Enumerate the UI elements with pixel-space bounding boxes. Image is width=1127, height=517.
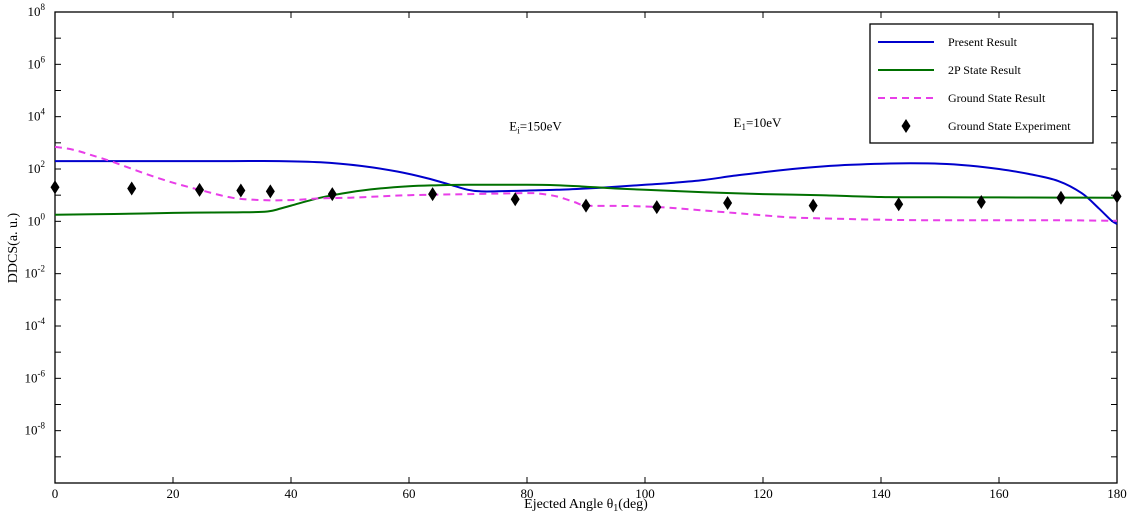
ground-state-experiment-point [127, 181, 137, 196]
ground-state-experiment-point [581, 198, 591, 213]
y-tick-label: 10-6 [25, 368, 46, 385]
ground-state-experiment-legend-label: Ground State Experiment [948, 119, 1071, 133]
x-tick-label: 20 [167, 486, 180, 501]
annotation-layer: Ei=150eV E1=10eV [509, 115, 782, 135]
y-tick-label: 106 [28, 54, 46, 71]
x-tick-label: 140 [871, 486, 891, 501]
x-tick-label: 80 [521, 486, 534, 501]
x-tick-label: 180 [1107, 486, 1127, 501]
ticks-layer: 0 20 40 60 80 100 120 140 160 180 10-8 10-6 10-4 10-2… [25, 2, 1127, 501]
energy-annotation: E1=10eV [734, 115, 783, 132]
ground-state-experiment-point [1056, 190, 1066, 205]
ground-state-experiment-point [195, 182, 205, 197]
present-result-line [55, 160, 1118, 225]
legend-items: Present Result 2P State Result Ground Stat… [878, 35, 1071, 133]
y-axis-label: DDCS(a. u.) [6, 212, 21, 283]
y-tick-label: 104 [28, 107, 46, 124]
y-tick-label: 108 [28, 2, 46, 19]
x-tick-label: 100 [635, 486, 655, 501]
y-tick-label: 10-4 [25, 316, 46, 333]
ground-state-experiment-point [652, 200, 662, 215]
x-axis-label: Ejected Angle θ1(deg) [524, 497, 648, 514]
x-tick-label: 60 [403, 486, 416, 501]
ground-state-experiment-point [50, 180, 60, 195]
ground-state-result-legend-label: Ground State Result [948, 91, 1046, 105]
energy-annotation: Ei=150eV [509, 118, 562, 135]
ground-state-experiment-point [976, 194, 986, 209]
ground-state-experiment-point [510, 192, 520, 207]
y-tick-label: 100 [28, 211, 46, 228]
series-layer [50, 145, 1122, 225]
y-tick-label: 10-8 [25, 421, 46, 438]
x-tick-label: 40 [285, 486, 298, 501]
ground-state-experiment-point [327, 187, 337, 202]
2p-state-result-legend-label: 2P State Result [948, 63, 1022, 77]
ground-state-experiment-legend-marker [901, 119, 911, 133]
2p-state-result-line [54, 183, 1118, 216]
ground-state-result-line [54, 145, 1118, 222]
x-tick-label: 120 [753, 486, 773, 501]
ground-state-experiment-point [808, 198, 818, 213]
present-result-legend-label: Present Result [948, 35, 1018, 49]
ground-state-experiment-point [236, 183, 246, 198]
axis-labels: Ejected Angle θ1(deg) DDCS(a. u.) [6, 212, 648, 514]
ground-state-experiment-point [894, 197, 904, 212]
legend: Present Result 2P State Result Ground Stat… [869, 23, 1094, 144]
x-tick-label: 0 [52, 486, 59, 501]
ground-state-experiment-point [723, 196, 733, 211]
ground-state-experiment-point [265, 184, 275, 199]
y-tick-label: 102 [28, 159, 46, 176]
ground-state-experiment-point [1112, 189, 1122, 204]
ground-state-experiment-point [428, 187, 438, 202]
y-tick-label: 10-2 [25, 264, 46, 281]
x-tick-label: 160 [989, 486, 1009, 501]
